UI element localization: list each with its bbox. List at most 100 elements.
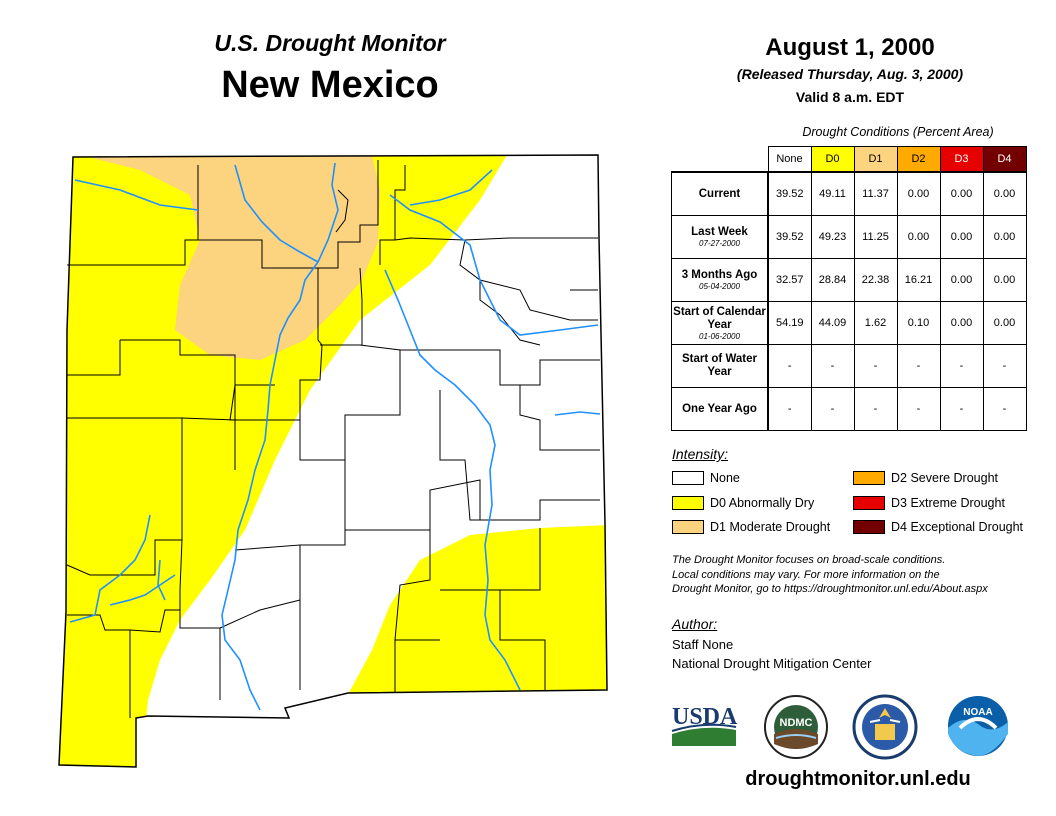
rio-grande-river [221, 162, 339, 711]
col-header-d4: D4 [982, 146, 1027, 173]
col-header-d2: D2 [896, 146, 941, 173]
legend-label: D1 Moderate Drought [710, 520, 831, 534]
county-lines [66, 160, 600, 718]
legend-swatch [853, 471, 885, 485]
table-cell: - [896, 344, 941, 388]
table-cell: - [767, 387, 812, 431]
legend-label: None [710, 471, 740, 485]
table-cell: 0.00 [939, 215, 984, 259]
table-cell: 49.23 [810, 215, 855, 259]
row-label: Last Week 07-27-2000 [671, 215, 769, 259]
legend-swatch [672, 520, 704, 534]
note-line: The Drought Monitor focuses on broad-sca… [672, 554, 946, 566]
state-border [58, 154, 608, 768]
legend-label: D2 Severe Drought [891, 471, 999, 485]
table-cell: 0.00 [982, 258, 1027, 302]
row-label: 3 Months Ago 05-04-2000 [671, 258, 769, 302]
table-cell: 39.52 [767, 215, 812, 259]
table-corner [672, 147, 769, 173]
canadian-headwaters [409, 169, 493, 206]
row-sublabel: 01-06-2000 [699, 331, 740, 341]
table-cell: 0.00 [982, 171, 1027, 216]
drought-stats-table: None D0 D1 D2 D3 D4 Current 39.52 49.11 … [671, 146, 1027, 431]
table-row: One Year Ago - - - - - - [671, 387, 1027, 431]
d0-zone-west [59, 155, 510, 767]
drought-map [58, 154, 608, 768]
table-cell: 0.00 [939, 171, 984, 216]
row-sublabel: 07-27-2000 [699, 239, 740, 248]
row-label: Start of Water Year [671, 344, 769, 388]
table-cell: - [853, 387, 898, 431]
gila-river [69, 514, 151, 623]
legend-label: D0 Abnormally Dry [710, 496, 815, 510]
table-cell: - [982, 344, 1027, 388]
table-cell: 11.37 [853, 171, 898, 216]
table-cell: - [982, 387, 1027, 431]
chama-river [234, 164, 319, 263]
table-cell: 22.38 [853, 258, 898, 302]
legend-swatch [853, 520, 885, 534]
table-row: Start of Calendar Year 01-06-2000 54.19 4… [671, 301, 1027, 345]
conditions-title: Drought Conditions (Percent Area) [802, 125, 994, 139]
row-label: Current [671, 171, 769, 216]
noaa-logo-text: NOAA [963, 707, 992, 718]
table-cell: 39.52 [767, 171, 812, 216]
author-title: Author: [672, 616, 718, 632]
map-subtitle: U.S. Drought Monitor [214, 30, 446, 56]
legend-label: D4 Exceptional Drought [891, 520, 1024, 534]
ndmc-logo: NDMC [764, 695, 828, 759]
d1-zone-north [80, 155, 380, 360]
san-juan-river [74, 179, 199, 211]
table-row: Current 39.52 49.11 11.37 0.00 0.00 0.00 [671, 171, 1027, 216]
col-header-none: None [767, 146, 812, 173]
release-date: (Released Thursday, Aug. 3, 2000) [736, 66, 964, 82]
table-cell: 11.25 [853, 215, 898, 259]
table-row: Start of Water Year - - - - - - [671, 344, 1027, 388]
table-cell: 28.84 [810, 258, 855, 302]
table-cell: 0.00 [939, 258, 984, 302]
state-title: New Mexico [221, 64, 439, 106]
map-date: August 1, 2000 [765, 34, 935, 61]
note-line: Local conditions may vary. For more info… [672, 568, 940, 581]
col-header-d1: D1 [853, 146, 898, 173]
col-header-d3: D3 [939, 146, 984, 173]
disclaimer-note: The Drought Monitor focuses on broad-sca… [672, 553, 1042, 597]
table-cell: 44.09 [810, 301, 855, 345]
legend-swatch [672, 471, 704, 485]
rivers [69, 162, 601, 711]
author-org: National Drought Mitigation Center [672, 656, 872, 671]
table-cell: 0.00 [939, 301, 984, 345]
d0-zone-southeast [345, 525, 607, 700]
row-label: Start of Calendar Year 01-06-2000 [671, 301, 769, 345]
table-cell: - [939, 344, 984, 388]
table-cell: 16.21 [896, 258, 941, 302]
legend-label: D3 Extreme Drought [891, 496, 1005, 510]
table-cell: 0.00 [982, 215, 1027, 259]
legend-swatch [672, 496, 704, 510]
noaa-logo: NOAA [948, 696, 1008, 756]
table-row: 3 Months Ago 05-04-2000 32.57 28.84 22.38… [671, 258, 1027, 302]
author-name: Staff None [672, 637, 734, 652]
table-cell: 0.00 [982, 301, 1027, 345]
pecos-river [384, 269, 521, 691]
mimbres-river [157, 559, 166, 601]
table-cell: - [896, 387, 941, 431]
table-cell: 0.00 [896, 171, 941, 216]
valid-time: Valid 8 a.m. EDT [795, 89, 905, 105]
row-sublabel: 05-04-2000 [699, 282, 740, 291]
legend-swatch [853, 496, 885, 510]
website-link[interactable]: droughtmonitor.unl.edu [745, 768, 971, 790]
san-francisco-river [109, 574, 176, 606]
col-header-d0: D0 [810, 146, 855, 173]
table-cell: - [810, 387, 855, 431]
note-line[interactable]: Drought Monitor, go to https://droughtmo… [672, 583, 988, 595]
table-cell: 0.00 [896, 215, 941, 259]
eastern-creek [554, 411, 601, 416]
table-cell: - [853, 344, 898, 388]
table-cell: 32.57 [767, 258, 812, 302]
usda-logo: USDA [671, 704, 738, 746]
table-cell: - [810, 344, 855, 388]
table-cell: - [767, 344, 812, 388]
table-cell: - [939, 387, 984, 431]
table-cell: 54.19 [767, 301, 812, 345]
